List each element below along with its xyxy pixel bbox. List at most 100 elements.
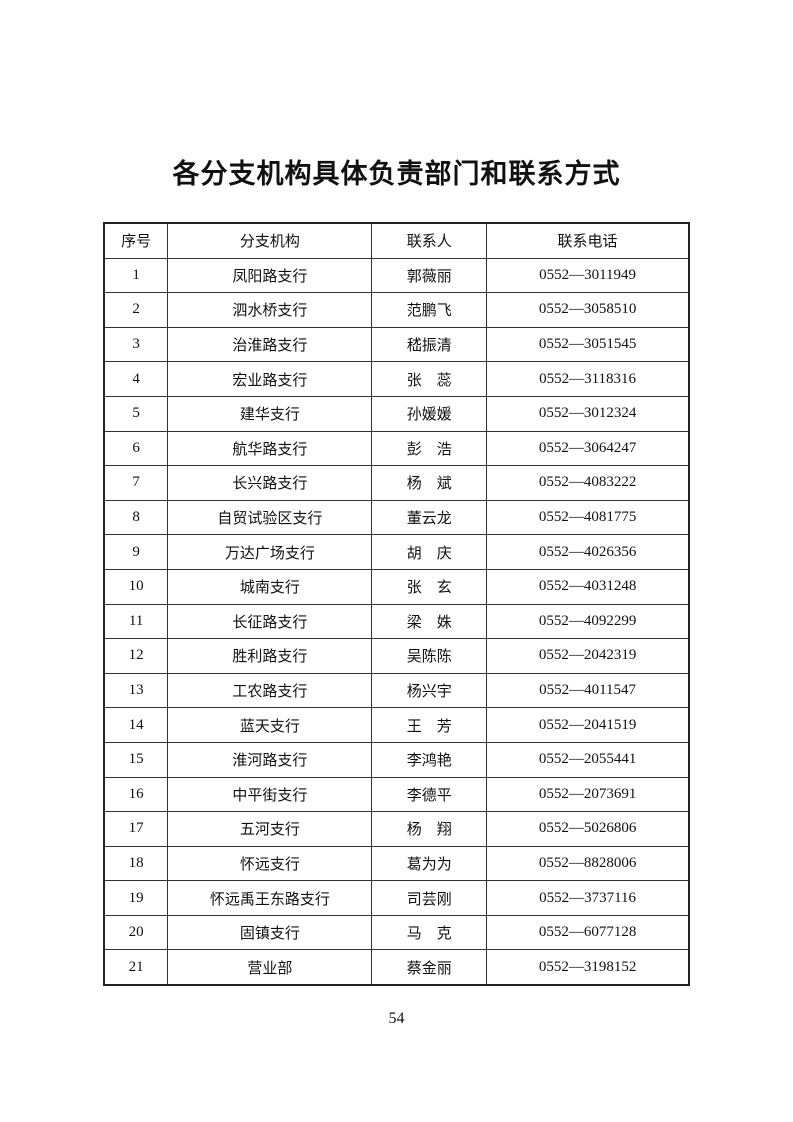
cell-index: 7 xyxy=(103,465,169,501)
table-row: 7 长兴路支行杨 斌 0552—4083222 xyxy=(103,465,690,501)
cell-phone: 0552—4081775 xyxy=(486,499,690,536)
header-index: 序号 xyxy=(103,222,169,259)
table-row: 1 凤阳路支行 郭薇丽 0552—3011949 xyxy=(103,257,690,294)
cell-branch: 自贸试验区支行 xyxy=(167,499,373,536)
cell-phone: 0552—3064247 xyxy=(486,430,690,467)
cell-contact: 嵇振清 xyxy=(371,326,488,363)
cell-phone: 0552—5026806 xyxy=(486,811,690,847)
cell-branch: 航华路支行 xyxy=(167,430,373,467)
cell-index: 9 xyxy=(103,534,169,570)
cell-phone: 0552—6077128 xyxy=(486,914,690,951)
header-phone: 联系电话 xyxy=(486,222,690,259)
cell-contact: 郭薇丽 xyxy=(371,257,488,294)
cell-branch: 蓝天支行 xyxy=(167,707,373,743)
cell-index: 17 xyxy=(103,811,169,847)
cell-index: 19 xyxy=(103,880,169,916)
cell-contact: 杨 斌 xyxy=(371,465,488,501)
cell-phone: 0552—4083222 xyxy=(486,465,690,501)
header-contact: 联系人 xyxy=(371,222,488,259)
cell-index: 13 xyxy=(103,672,169,709)
cell-branch: 淮河路支行 xyxy=(167,741,373,778)
cell-phone: 0552—2055441 xyxy=(486,741,690,778)
table-row: 8 自贸试验区支行 董云龙 0552—4081775 xyxy=(103,499,690,536)
cell-contact: 杨 翔 xyxy=(371,811,488,847)
cell-phone: 0552—4031248 xyxy=(486,568,690,605)
table-row: 10 城南支行张 玄 0552—4031248 xyxy=(103,568,690,605)
cell-contact: 葛为为 xyxy=(371,845,488,882)
cell-branch: 长征路支行 xyxy=(167,603,373,640)
cell-contact: 马 克 xyxy=(371,914,488,951)
cell-contact: 杨兴宇 xyxy=(371,672,488,709)
table-row: 17 五河支行杨 翔 0552—5026806 xyxy=(103,811,690,847)
cell-branch: 长兴路支行 xyxy=(167,465,373,501)
cell-branch: 中平街支行 xyxy=(167,776,373,813)
cell-contact: 李德平 xyxy=(371,776,488,813)
cell-branch: 宏业路支行 xyxy=(167,361,373,397)
contact-table: 序号 分支机构 联系人 联系电话 1 凤阳路支行 郭薇丽 0552—3011949 2 泗… xyxy=(103,222,690,987)
cell-branch: 固镇支行 xyxy=(167,914,373,951)
table-row: 19 怀远禹王东路支行 司芸刚 0552—3737116 xyxy=(103,880,690,916)
cell-contact: 李鸿艳 xyxy=(371,741,488,778)
cell-index: 15 xyxy=(103,741,169,778)
cell-contact: 彭 浩 xyxy=(371,430,488,467)
cell-phone: 0552—2073691 xyxy=(486,776,690,813)
page-number: 54 xyxy=(388,1010,405,1027)
cell-phone: 0552—4092299 xyxy=(486,603,690,640)
cell-branch: 工农路支行 xyxy=(167,672,373,709)
cell-index: 6 xyxy=(103,430,169,467)
cell-index: 21 xyxy=(103,949,169,986)
cell-branch: 泗水桥支行 xyxy=(167,292,373,328)
cell-contact: 胡 庆 xyxy=(371,534,488,570)
table-row: 20 固镇支行马 克 0552—6077128 xyxy=(103,914,690,951)
cell-index: 11 xyxy=(103,603,169,640)
cell-branch: 城南支行 xyxy=(167,568,373,605)
table-row: 21 营业部 蔡金丽 0552—3198152 xyxy=(103,949,690,986)
cell-branch: 治淮路支行 xyxy=(167,326,373,363)
table-row: 16 中平街支行 李德平 0552—2073691 xyxy=(103,776,690,813)
cell-contact: 司芸刚 xyxy=(371,880,488,916)
cell-phone: 0552—3737116 xyxy=(486,880,690,916)
table-row: 12 胜利路支行 吴陈陈 0552—2042319 xyxy=(103,638,690,674)
cell-contact: 张 蕊 xyxy=(371,361,488,397)
cell-branch: 怀远支行 xyxy=(167,845,373,882)
header-branch: 分支机构 xyxy=(167,222,373,259)
cell-index: 12 xyxy=(103,638,169,674)
table-row: 13 工农路支行 杨兴宇 0552—4011547 xyxy=(103,672,690,709)
table-row: 9 万达广场支行胡 庆 0552—4026356 xyxy=(103,534,690,570)
cell-branch: 建华支行 xyxy=(167,395,373,432)
cell-index: 8 xyxy=(103,499,169,536)
cell-index: 3 xyxy=(103,326,169,363)
cell-phone: 0552—4011547 xyxy=(486,672,690,709)
page-title: 各分支机构具体负责部门和联系方式 xyxy=(172,159,621,189)
cell-phone: 0552—3011949 xyxy=(486,257,690,294)
table-row: 3 治淮路支行 嵇振清 0552—3051545 xyxy=(103,326,690,363)
cell-branch: 怀远禹王东路支行 xyxy=(167,880,373,916)
cell-branch: 胜利路支行 xyxy=(167,638,373,674)
cell-contact: 王 芳 xyxy=(371,707,488,743)
cell-contact: 范鹏飞 xyxy=(371,292,488,328)
cell-branch: 五河支行 xyxy=(167,811,373,847)
cell-contact: 董云龙 xyxy=(371,499,488,536)
cell-phone: 0552—4026356 xyxy=(486,534,690,570)
cell-index: 18 xyxy=(103,845,169,882)
cell-index: 1 xyxy=(103,257,169,294)
table-row: 2 泗水桥支行 范鹏飞 0552—3058510 xyxy=(103,292,690,328)
cell-phone: 0552—8828006 xyxy=(486,845,690,882)
cell-phone: 0552—3012324 xyxy=(486,395,690,432)
cell-contact: 蔡金丽 xyxy=(371,949,488,986)
table-row: 14 蓝天支行王 芳 0552—2041519 xyxy=(103,707,690,743)
cell-phone: 0552—2041519 xyxy=(486,707,690,743)
cell-contact: 梁 姝 xyxy=(371,603,488,640)
cell-phone: 0552—3058510 xyxy=(486,292,690,328)
cell-index: 16 xyxy=(103,776,169,813)
cell-branch: 营业部 xyxy=(167,949,373,986)
cell-branch: 万达广场支行 xyxy=(167,534,373,570)
cell-phone: 0552—3051545 xyxy=(486,326,690,363)
table-row: 11 长征路支行梁 姝 0552—4092299 xyxy=(103,603,690,640)
table-row: 6 航华路支行彭 浩 0552—3064247 xyxy=(103,430,690,467)
table-row: 4 宏业路支行张 蕊 0552—3118316 xyxy=(103,361,690,397)
cell-contact: 孙媛媛 xyxy=(371,395,488,432)
table-row: 18 怀远支行 葛为为 0552—8828006 xyxy=(103,845,690,882)
cell-index: 14 xyxy=(103,707,169,743)
cell-branch: 凤阳路支行 xyxy=(167,257,373,294)
